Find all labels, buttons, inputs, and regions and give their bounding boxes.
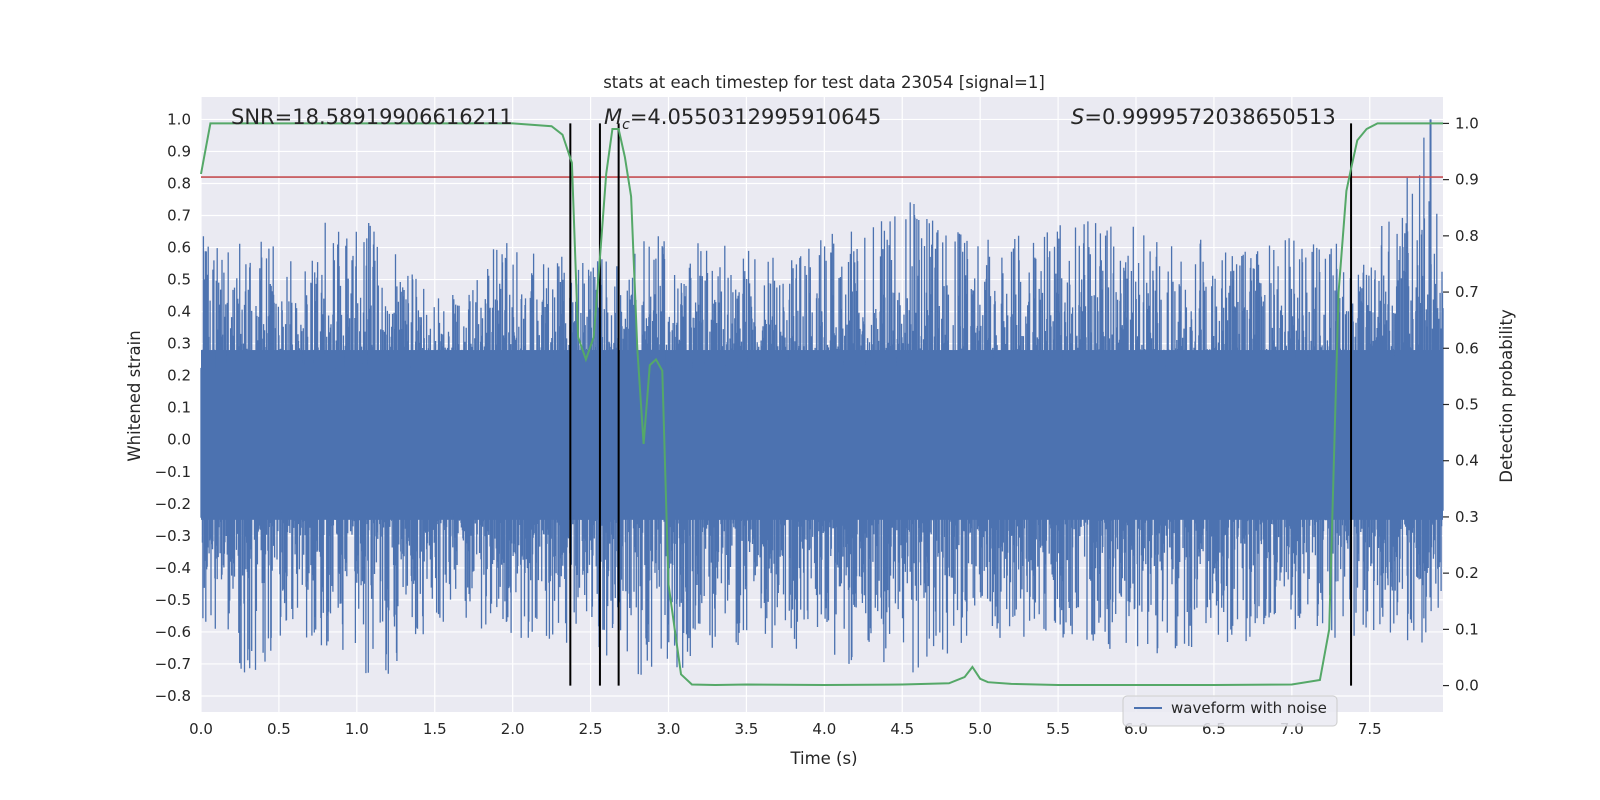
x-tick-label: 5.5 [1046,720,1070,738]
snr-annotation: SNR=18.58919906616211 [231,105,513,129]
x-tick-label: 4.5 [890,720,914,738]
y-tick-label: 0.4 [167,303,191,321]
event-markers [569,123,1353,686]
y2-tick-label: 0.7 [1455,283,1479,301]
y2-tick-label: 0.4 [1455,452,1479,470]
y-tick-label: −0.5 [155,591,191,609]
x-tick-label: 2.5 [579,720,603,738]
y2-tick-label: 0.0 [1455,677,1479,695]
y-tick-label: −0.4 [155,559,191,577]
x-tick-label: 2.0 [501,720,525,738]
legend: waveform with noise [1122,695,1338,727]
y-tick-label: −0.1 [155,463,191,481]
strain-series [200,119,1444,675]
y-axis-ticks: −0.8 −0.7 −0.6 −0.5 −0.4 −0.3 −0.2 −0.1 0.0 0.1 0.… [155,110,191,705]
probability-line [200,122,1443,687]
strain-line [200,137,1444,675]
y-tick-label: 0.0 [167,431,191,449]
y-tick-label: −0.3 [155,527,191,545]
y2-tick-label: 1.0 [1455,114,1479,132]
y-tick-label: 0.3 [167,335,191,353]
y2-tick-label: 0.1 [1455,620,1479,638]
y2-tick-label: 0.3 [1455,508,1479,526]
x-tick-label: 4.0 [812,720,836,738]
y-tick-label: 0.6 [167,239,191,257]
y-tick-label: 0.9 [167,142,191,160]
y2-axis-ticks: 0.0 0.1 0.2 0.3 0.4 0.5 0.6 0.7 0.8 0.9 1.0 [1443,114,1479,695]
y-tick-label: −0.8 [155,687,191,705]
y-tick-label: 0.8 [167,174,191,192]
x-tick-label: 5.0 [968,720,992,738]
chirp-mass-annotation: Mc=4.0550312995910645 [604,105,881,133]
chart-title: stats at each timestep for test data 230… [603,73,1045,92]
y-tick-label: −0.6 [155,623,191,641]
x-axis-label: Time (s) [789,749,857,768]
x-tick-label: 1.5 [423,720,447,738]
x-tick-label: 3.5 [734,720,758,738]
y-tick-label: 0.2 [167,367,191,385]
y2-tick-label: 0.8 [1455,227,1479,245]
legend-label-waveform: waveform with noise [1171,699,1327,717]
x-tick-label: 7.5 [1358,720,1382,738]
score-annotation: S=0.9999572038650513 [1071,105,1336,129]
y2-tick-label: 0.5 [1455,396,1479,414]
y2-tick-label: 0.2 [1455,564,1479,582]
x-tick-label: 1.0 [345,720,369,738]
x-tick-label: 0.5 [267,720,291,738]
y2-tick-label: 0.6 [1455,339,1479,357]
y-tick-label: 1.0 [167,110,191,128]
x-axis-ticks: 0.0 0.5 1.0 1.5 2.0 2.5 3.0 3.5 4.0 4.5 5.0 5.5 6.0 6… [189,720,1382,738]
y-tick-label: 0.5 [167,271,191,289]
y-tick-label: −0.7 [155,655,191,673]
x-tick-label: 0.0 [189,720,213,738]
y-tick-label: 0.7 [167,207,191,225]
y-tick-label: −0.2 [155,495,191,513]
y2-axis-label: Detection probability [1497,309,1516,483]
x-tick-label: 3.0 [657,720,681,738]
y2-tick-label: 0.9 [1455,171,1479,189]
y-axis-label: Whitened strain [125,330,144,461]
probability-series [200,122,1443,687]
y-tick-label: 0.1 [167,399,191,417]
